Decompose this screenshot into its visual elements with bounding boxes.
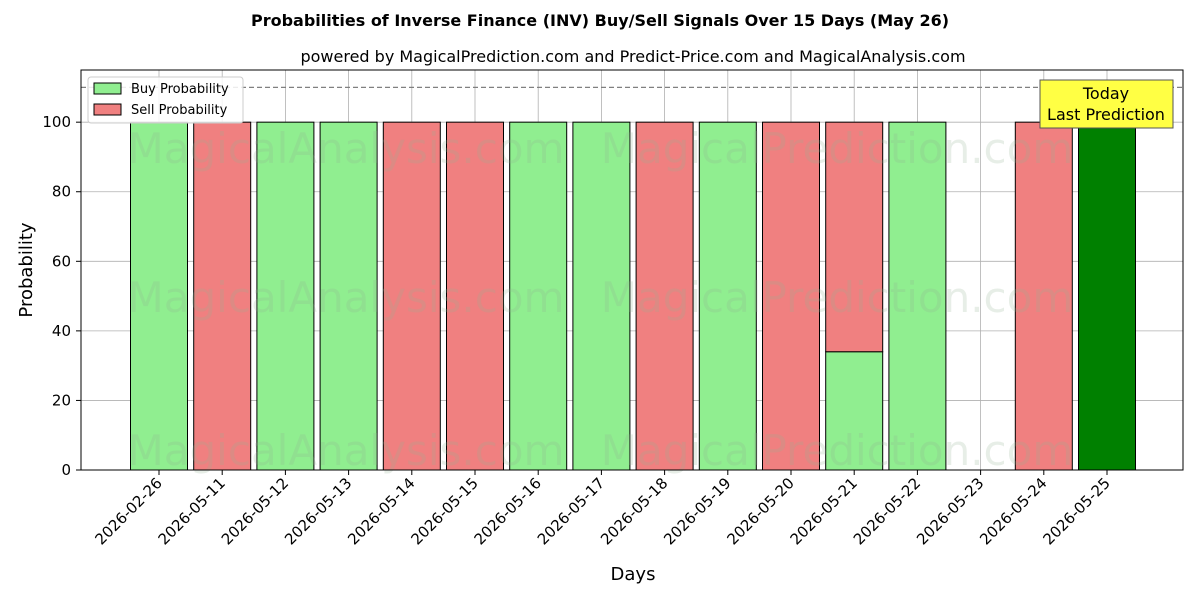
bar-buy [825, 351, 884, 471]
watermark-text: MagicalPrediction.com [601, 273, 1074, 322]
today-annotation-line2: Last Prediction [1047, 105, 1165, 124]
y-tick-label: 20 [52, 391, 71, 409]
chart-subtitle: powered by MagicalPrediction.com and Pre… [300, 47, 965, 66]
x-tick-label: 2026-05-18 [597, 474, 671, 548]
plot-frame [80, 69, 1184, 471]
legend-box [87, 76, 244, 124]
watermarks: MagicalAnalysis.com MagicalPrediction.com… [128, 124, 1074, 475]
bar-sell [635, 121, 694, 471]
bar-buy [698, 121, 757, 471]
x-tick-label: 2026-05-15 [407, 474, 481, 548]
y-tick-label: 100 [42, 113, 71, 131]
bar-sell [825, 121, 884, 353]
x-tick-label: 2026-02-26 [91, 474, 165, 548]
watermark-text: MagicalPrediction.com [601, 426, 1074, 475]
watermark-text: MagicalAnalysis.com [128, 426, 565, 475]
chart-title: Probabilities of Inverse Finance (INV) B… [251, 11, 949, 30]
y-axis-label: Probability [16, 222, 37, 317]
today-annotation-box [1039, 79, 1174, 129]
x-tick-label: 2026-05-14 [344, 474, 418, 548]
x-tick-label: 2026-05-12 [218, 474, 292, 548]
bar-buy [572, 121, 631, 471]
x-tick-label: 2026-05-23 [913, 474, 987, 548]
legend: Buy Probability Sell Probability [87, 76, 244, 124]
bar-sell [382, 121, 441, 471]
y-tick-label: 60 [52, 252, 71, 270]
x-tick-label: 2026-05-25 [1039, 474, 1113, 548]
today-annotation-line1: Today [1082, 84, 1129, 103]
x-tick-label: 2026-05-11 [155, 474, 229, 548]
x-axis: 2026-02-262026-05-112026-05-122026-05-13… [91, 470, 1114, 548]
bar-today [1078, 121, 1136, 471]
watermark-text: MagicalAnalysis.com [128, 273, 565, 322]
x-tick-label: 2026-05-21 [787, 474, 861, 548]
today-annotation: Today Last Prediction [1039, 79, 1174, 129]
legend-swatch-sell [93, 103, 122, 116]
legend-swatch-buy [93, 82, 122, 95]
bar-buy [509, 121, 568, 471]
legend-label-sell: Sell Probability [131, 103, 228, 118]
bar-sell [446, 121, 504, 471]
bar-buy [256, 121, 315, 471]
bar-buy [319, 121, 378, 471]
legend-label-buy: Buy Probability [131, 82, 229, 97]
x-tick-label: 2026-05-24 [976, 474, 1050, 548]
x-tick-label: 2026-05-16 [471, 474, 545, 548]
y-axis: 0 20 40 60 80 100 [42, 113, 81, 479]
x-tick-label: 2026-05-17 [534, 474, 608, 548]
x-tick-label: 2026-05-13 [281, 474, 355, 548]
y-tick-label: 0 [61, 461, 71, 479]
watermark-text: MagicalPrediction.com [601, 124, 1074, 173]
bar-sell [762, 121, 820, 471]
y-tick-label: 80 [52, 183, 71, 201]
x-axis-label: Days [611, 564, 656, 585]
watermark-text: MagicalAnalysis.com [128, 124, 565, 173]
y-tick-label: 40 [52, 322, 71, 340]
x-tick-label: 2026-05-22 [850, 474, 924, 548]
x-tick-label: 2026-05-20 [723, 474, 797, 548]
bar-buy [888, 121, 947, 471]
bars [130, 121, 1136, 471]
bar-sell [1014, 121, 1073, 471]
x-tick-label: 2026-05-19 [660, 474, 734, 548]
